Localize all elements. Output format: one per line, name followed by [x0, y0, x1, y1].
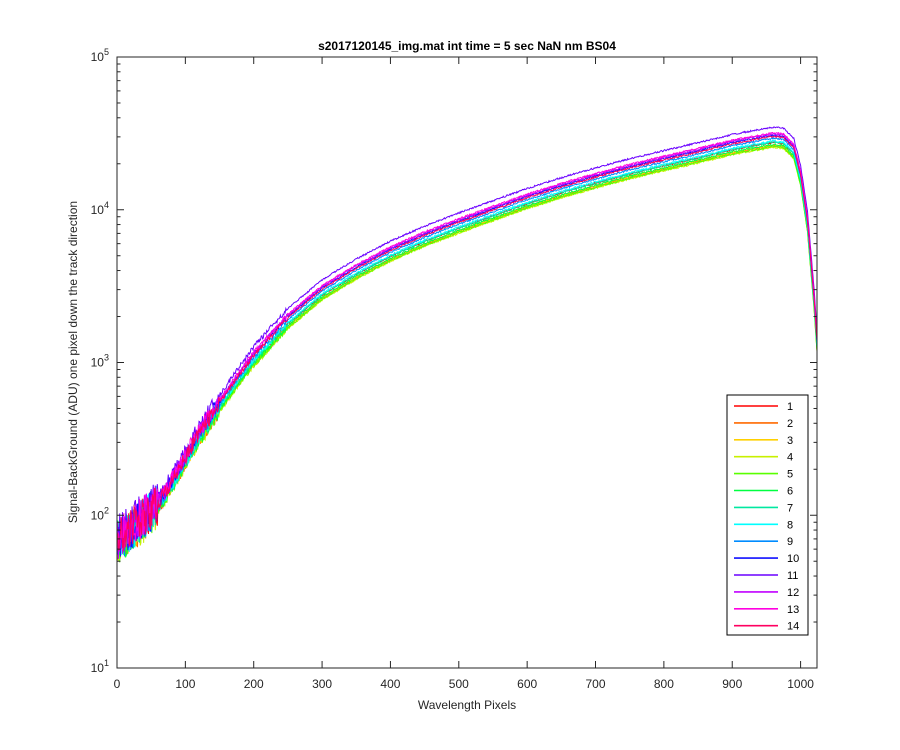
legend-label: 1: [787, 401, 793, 413]
legend-item-14: 14: [734, 621, 799, 633]
legend-item-13: 13: [734, 604, 799, 616]
legend-label: 2: [787, 418, 793, 430]
x-axis: 0 100 200 300 400 500 600 700 800 900 1000: [114, 57, 814, 691]
legend-item-9: 9: [734, 536, 793, 548]
series-line-13: [117, 131, 817, 550]
legend-label: 9: [787, 536, 793, 548]
legend-label: 11: [787, 570, 798, 582]
x-tick-label: 400: [380, 677, 400, 691]
legend-item-11: 11: [734, 570, 798, 582]
x-tick-label: 1000: [787, 677, 814, 691]
legend-item-1: 1: [734, 401, 793, 413]
legend-item-6: 6: [734, 486, 793, 498]
y-tick-label: 105: [91, 47, 109, 64]
legend-label: 12: [787, 587, 799, 599]
x-tick-label: 800: [654, 677, 674, 691]
legend-box: [726, 394, 809, 636]
x-tick-label: 200: [244, 677, 264, 691]
series-line-9: [117, 136, 817, 557]
series-line-8: [117, 139, 817, 556]
chart-title: s2017120145_img.mat int time = 5 sec NaN…: [318, 39, 616, 53]
legend-label: 8: [787, 519, 793, 531]
legend-label: 3: [787, 435, 793, 447]
legend-item-3: 3: [734, 435, 793, 447]
x-tick-label: 300: [312, 677, 332, 691]
series-line-11: [117, 126, 817, 548]
legend-label: 14: [787, 621, 799, 633]
legend-item-5: 5: [734, 469, 793, 481]
legend-label: 7: [787, 502, 793, 514]
legend-label: 13: [787, 604, 799, 616]
x-tick-label: 900: [722, 677, 742, 691]
legend-label: 6: [787, 486, 793, 498]
y-axis-label: Signal-BackGround (ADU) one pixel down t…: [66, 201, 80, 523]
series-line-5: [117, 145, 817, 563]
x-tick-label: 0: [114, 677, 121, 691]
x-tick-label: 600: [517, 677, 537, 691]
legend-label: 10: [787, 553, 799, 565]
legend-label: 4: [787, 452, 793, 464]
y-tick-label: 104: [91, 200, 109, 217]
y-tick-label: 102: [91, 505, 109, 522]
x-tick-label: 700: [586, 677, 606, 691]
legend-label: 5: [787, 469, 793, 481]
x-tick-label: 100: [175, 677, 195, 691]
series-line-14: [117, 135, 817, 552]
legend-item-8: 8: [734, 519, 793, 531]
legend-item-7: 7: [734, 502, 793, 514]
y-tick-label: 103: [91, 353, 109, 370]
y-tick-label: 101: [91, 658, 109, 675]
x-axis-label: Wavelength Pixels: [418, 698, 516, 712]
legend-item-4: 4: [734, 452, 793, 464]
x-tick-label: 500: [449, 677, 469, 691]
legend-item-10: 10: [734, 553, 799, 565]
legend-item-2: 2: [734, 418, 793, 430]
series-layer: [117, 126, 817, 563]
legend-item-12: 12: [734, 587, 799, 599]
